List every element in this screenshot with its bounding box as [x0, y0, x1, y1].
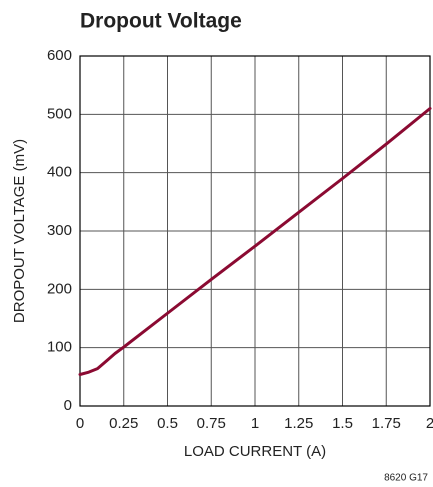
y-tick-label: 100	[47, 339, 72, 356]
y-tick-label: 400	[47, 164, 72, 181]
data-line	[78, 107, 432, 376]
x-tick-label: 1.25	[284, 415, 313, 432]
x-tick-label: 0	[76, 415, 84, 432]
y-tick-label: 200	[47, 280, 72, 297]
y-axis-label: DROPOUT VOLTAGE (mV)	[11, 139, 28, 323]
y-tick-label: 300	[47, 222, 72, 239]
y-tick-label: 600	[47, 47, 72, 64]
x-tick-label: 1.75	[372, 415, 401, 432]
figure-note: 8620 G17	[384, 473, 428, 484]
chart-title: Dropout Voltage	[80, 10, 242, 33]
x-tick-label: 0.75	[197, 415, 226, 432]
x-axis-label: LOAD CURRENT (A)	[184, 443, 326, 460]
x-tick-label: 1.5	[332, 415, 353, 432]
x-tick-label: 0.25	[109, 415, 138, 432]
plot-frame	[79, 55, 431, 407]
x-tick-label: 1	[251, 415, 259, 432]
x-tick-label: 2	[426, 415, 433, 432]
x-tick-label: 0.5	[157, 415, 178, 432]
y-tick-label: 0	[64, 397, 72, 414]
y-tick-label: 500	[47, 105, 72, 122]
